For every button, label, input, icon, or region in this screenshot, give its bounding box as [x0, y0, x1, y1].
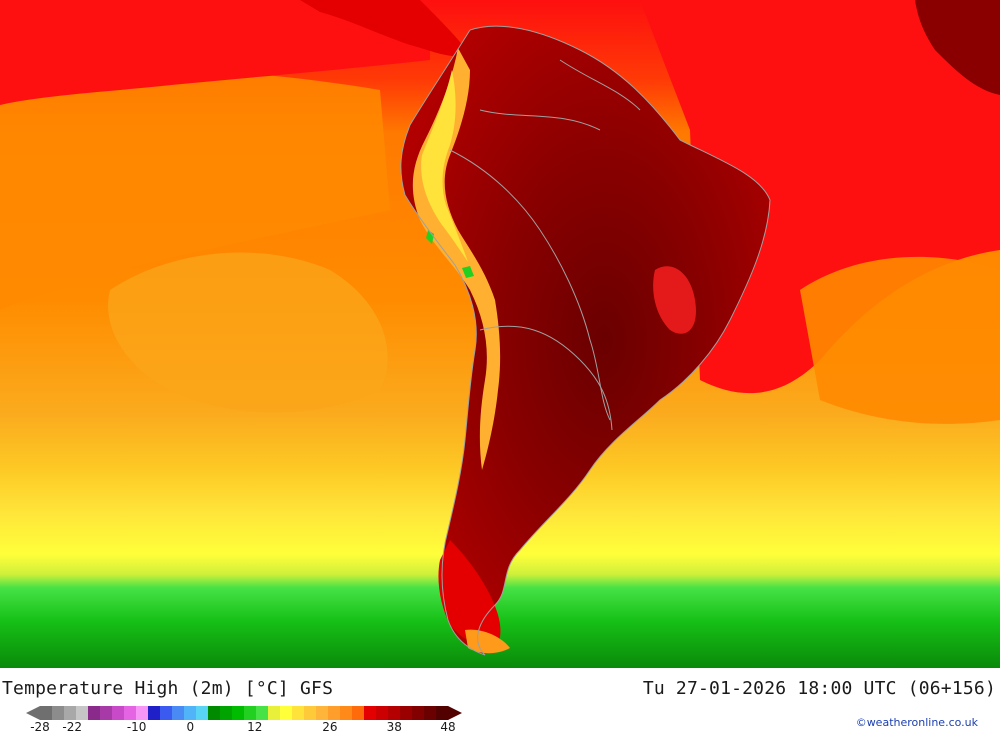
- legend-swatch: [400, 706, 413, 720]
- legend-swatch: [148, 706, 161, 720]
- credit: ©weatheronline.co.uk: [855, 716, 978, 729]
- map-footer: [0, 668, 1000, 733]
- africa-corner: [915, 0, 1000, 95]
- legend-swatch: [376, 706, 389, 720]
- pacific-cool-patch: [108, 252, 388, 413]
- andes-green-spot: [426, 230, 434, 244]
- legend-tick-label: -28: [30, 720, 50, 734]
- legend-swatch: [304, 706, 317, 720]
- legend-swatch: [256, 706, 269, 720]
- country-borders: [400, 25, 771, 656]
- legend-swatch: [316, 706, 329, 720]
- legend-swatch: [436, 706, 449, 720]
- legend-swatch: [172, 706, 185, 720]
- legend-arrow-right: [448, 706, 462, 720]
- pacific-warm-lobe: [0, 69, 390, 310]
- pacific-red-band: [0, 0, 430, 105]
- legend-swatch: [40, 706, 53, 720]
- legend-swatch: [220, 706, 233, 720]
- legend-swatch: [88, 706, 101, 720]
- valid-time: Tu 27-01-2026 18:00 UTC (06+156): [642, 678, 996, 699]
- legend-swatch: [208, 706, 221, 720]
- legend-swatch: [112, 706, 125, 720]
- legend-swatch: [160, 706, 173, 720]
- map-title: Temperature High (2m) [°C] GFS: [2, 678, 334, 699]
- legend-swatch: [124, 706, 137, 720]
- south-america-land: [400, 26, 770, 655]
- legend-tick-label: 0: [186, 720, 195, 734]
- legend-swatch: [280, 706, 293, 720]
- legend-swatch: [76, 706, 89, 720]
- atlantic-orange-lobe: [800, 256, 1000, 424]
- legend-arrow-left: [26, 706, 40, 720]
- legend-swatch: [196, 706, 209, 720]
- legend-tick-label: 48: [440, 720, 456, 734]
- legend-swatch: [388, 706, 401, 720]
- legend-tick-label: 26: [322, 720, 338, 734]
- legend-tick-label: 38: [386, 720, 402, 734]
- legend-swatch: [364, 706, 377, 720]
- legend-tick-label: -10: [126, 720, 147, 734]
- legend-swatch: [292, 706, 305, 720]
- legend-tick-label: 12: [247, 720, 263, 734]
- color-legend: [26, 706, 462, 720]
- tierra-del-fuego: [465, 629, 510, 654]
- patagonia-tip: [438, 540, 501, 650]
- legend-swatch: [100, 706, 113, 720]
- central-america-land: [300, 0, 470, 57]
- legend-tick-label: -22: [62, 720, 83, 734]
- legend-swatch: [184, 706, 197, 720]
- legend-swatch: [412, 706, 425, 720]
- legend-swatch: [136, 706, 149, 720]
- andes-green-spot-2: [462, 266, 474, 278]
- legend-swatch: [352, 706, 365, 720]
- legend-swatch: [268, 706, 281, 720]
- temperature-map: [0, 0, 1000, 668]
- legend-swatch: [64, 706, 77, 720]
- legend-swatch: [424, 706, 437, 720]
- legend-swatch: [52, 706, 65, 720]
- legend-swatch: [232, 706, 245, 720]
- legend-swatch: [340, 706, 353, 720]
- andes-yellow-core: [421, 70, 468, 262]
- legend-swatch: [328, 706, 341, 720]
- legend-swatch: [244, 706, 257, 720]
- brazil-warm-patch: [653, 266, 696, 334]
